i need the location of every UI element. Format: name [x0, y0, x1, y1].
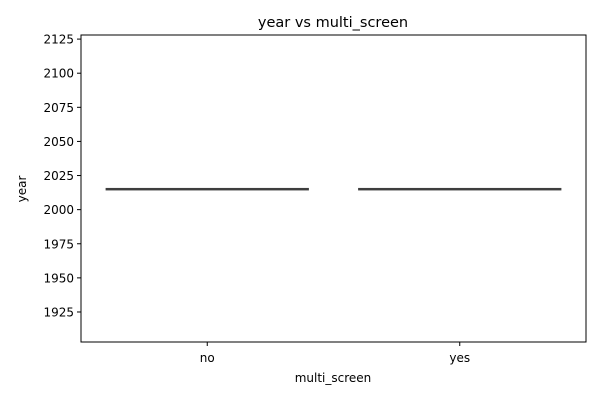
- plot-area: [105, 187, 562, 191]
- box-no: [105, 187, 309, 191]
- y-axis-ticks: 1925 1950 1975 2000 2025 2050 2075 2100 2125: [43, 33, 81, 319]
- y-tick-label: 1975: [43, 237, 74, 251]
- y-tick-label: 2100: [43, 67, 74, 81]
- box-yes: [358, 187, 562, 191]
- x-axis-ticks: no yes: [200, 342, 470, 365]
- x-axis-label: multi_screen: [295, 371, 372, 385]
- y-tick-label: 2000: [43, 203, 74, 217]
- y-tick-label: 2125: [43, 33, 74, 47]
- y-tick-label: 2050: [43, 135, 74, 149]
- x-tick-label: no: [200, 351, 215, 365]
- y-tick-label: 2075: [43, 101, 74, 115]
- axes-frame: [80, 34, 587, 343]
- y-tick-label: 2025: [43, 169, 74, 183]
- y-axis-label: year: [15, 176, 29, 203]
- y-tick-label: 1950: [43, 271, 74, 285]
- chart-title: year vs multi_screen: [258, 15, 408, 31]
- y-tick-label: 1925: [43, 305, 74, 319]
- x-tick-label: yes: [449, 351, 470, 365]
